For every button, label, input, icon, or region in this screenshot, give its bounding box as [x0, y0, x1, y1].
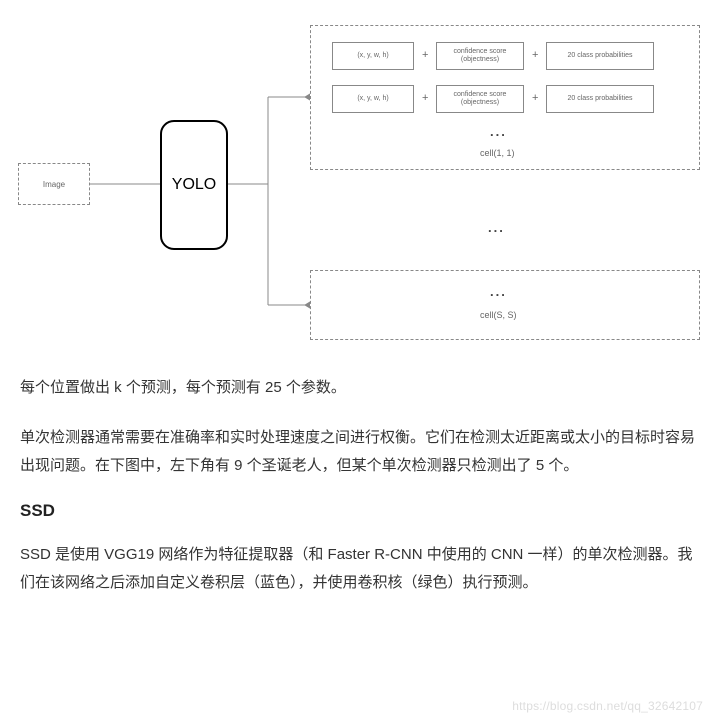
class-prob-box: 20 class probabilities: [546, 85, 654, 113]
section-heading-ssd: SSD: [20, 501, 697, 521]
ellipsis-dots: ...: [490, 284, 507, 299]
cell-label-bottom: cell(S, S): [480, 310, 517, 320]
confidence-box: confidence score (objectness): [436, 42, 524, 70]
paragraph: 每个位置做出 k 个预测，每个预测有 25 个参数。: [20, 374, 697, 402]
confidence-box: confidence score (objectness): [436, 85, 524, 113]
ellipsis-dots: ...: [490, 124, 507, 139]
ellipsis-dots: ...: [488, 220, 505, 235]
watermark: https://blog.csdn.net/qq_32642107: [512, 699, 703, 713]
image-label: Image: [43, 180, 65, 189]
plus-icon: +: [532, 49, 538, 61]
plus-icon: +: [422, 92, 428, 104]
cell-label-top: cell(1, 1): [480, 148, 515, 158]
plus-icon: +: [422, 49, 428, 61]
yolo-architecture-diagram: Image YOLO (x, y, w, h) + confidence sco…: [0, 0, 717, 360]
paragraph: SSD 是使用 VGG19 网络作为特征提取器（和 Faster R-CNN 中…: [20, 541, 697, 597]
bbox-box: (x, y, w, h): [332, 85, 414, 113]
yolo-label: YOLO: [172, 176, 216, 194]
bbox-box: (x, y, w, h): [332, 42, 414, 70]
image-input-box: Image: [18, 163, 90, 205]
article-content: 每个位置做出 k 个预测，每个预测有 25 个参数。 单次检测器通常需要在准确率…: [0, 360, 717, 597]
plus-icon: +: [532, 92, 538, 104]
yolo-box: YOLO: [160, 120, 228, 250]
paragraph: 单次检测器通常需要在准确率和实时处理速度之间进行权衡。它们在检测太近距离或太小的…: [20, 424, 697, 480]
cell-bottom-container: [310, 270, 700, 340]
class-prob-box: 20 class probabilities: [546, 42, 654, 70]
